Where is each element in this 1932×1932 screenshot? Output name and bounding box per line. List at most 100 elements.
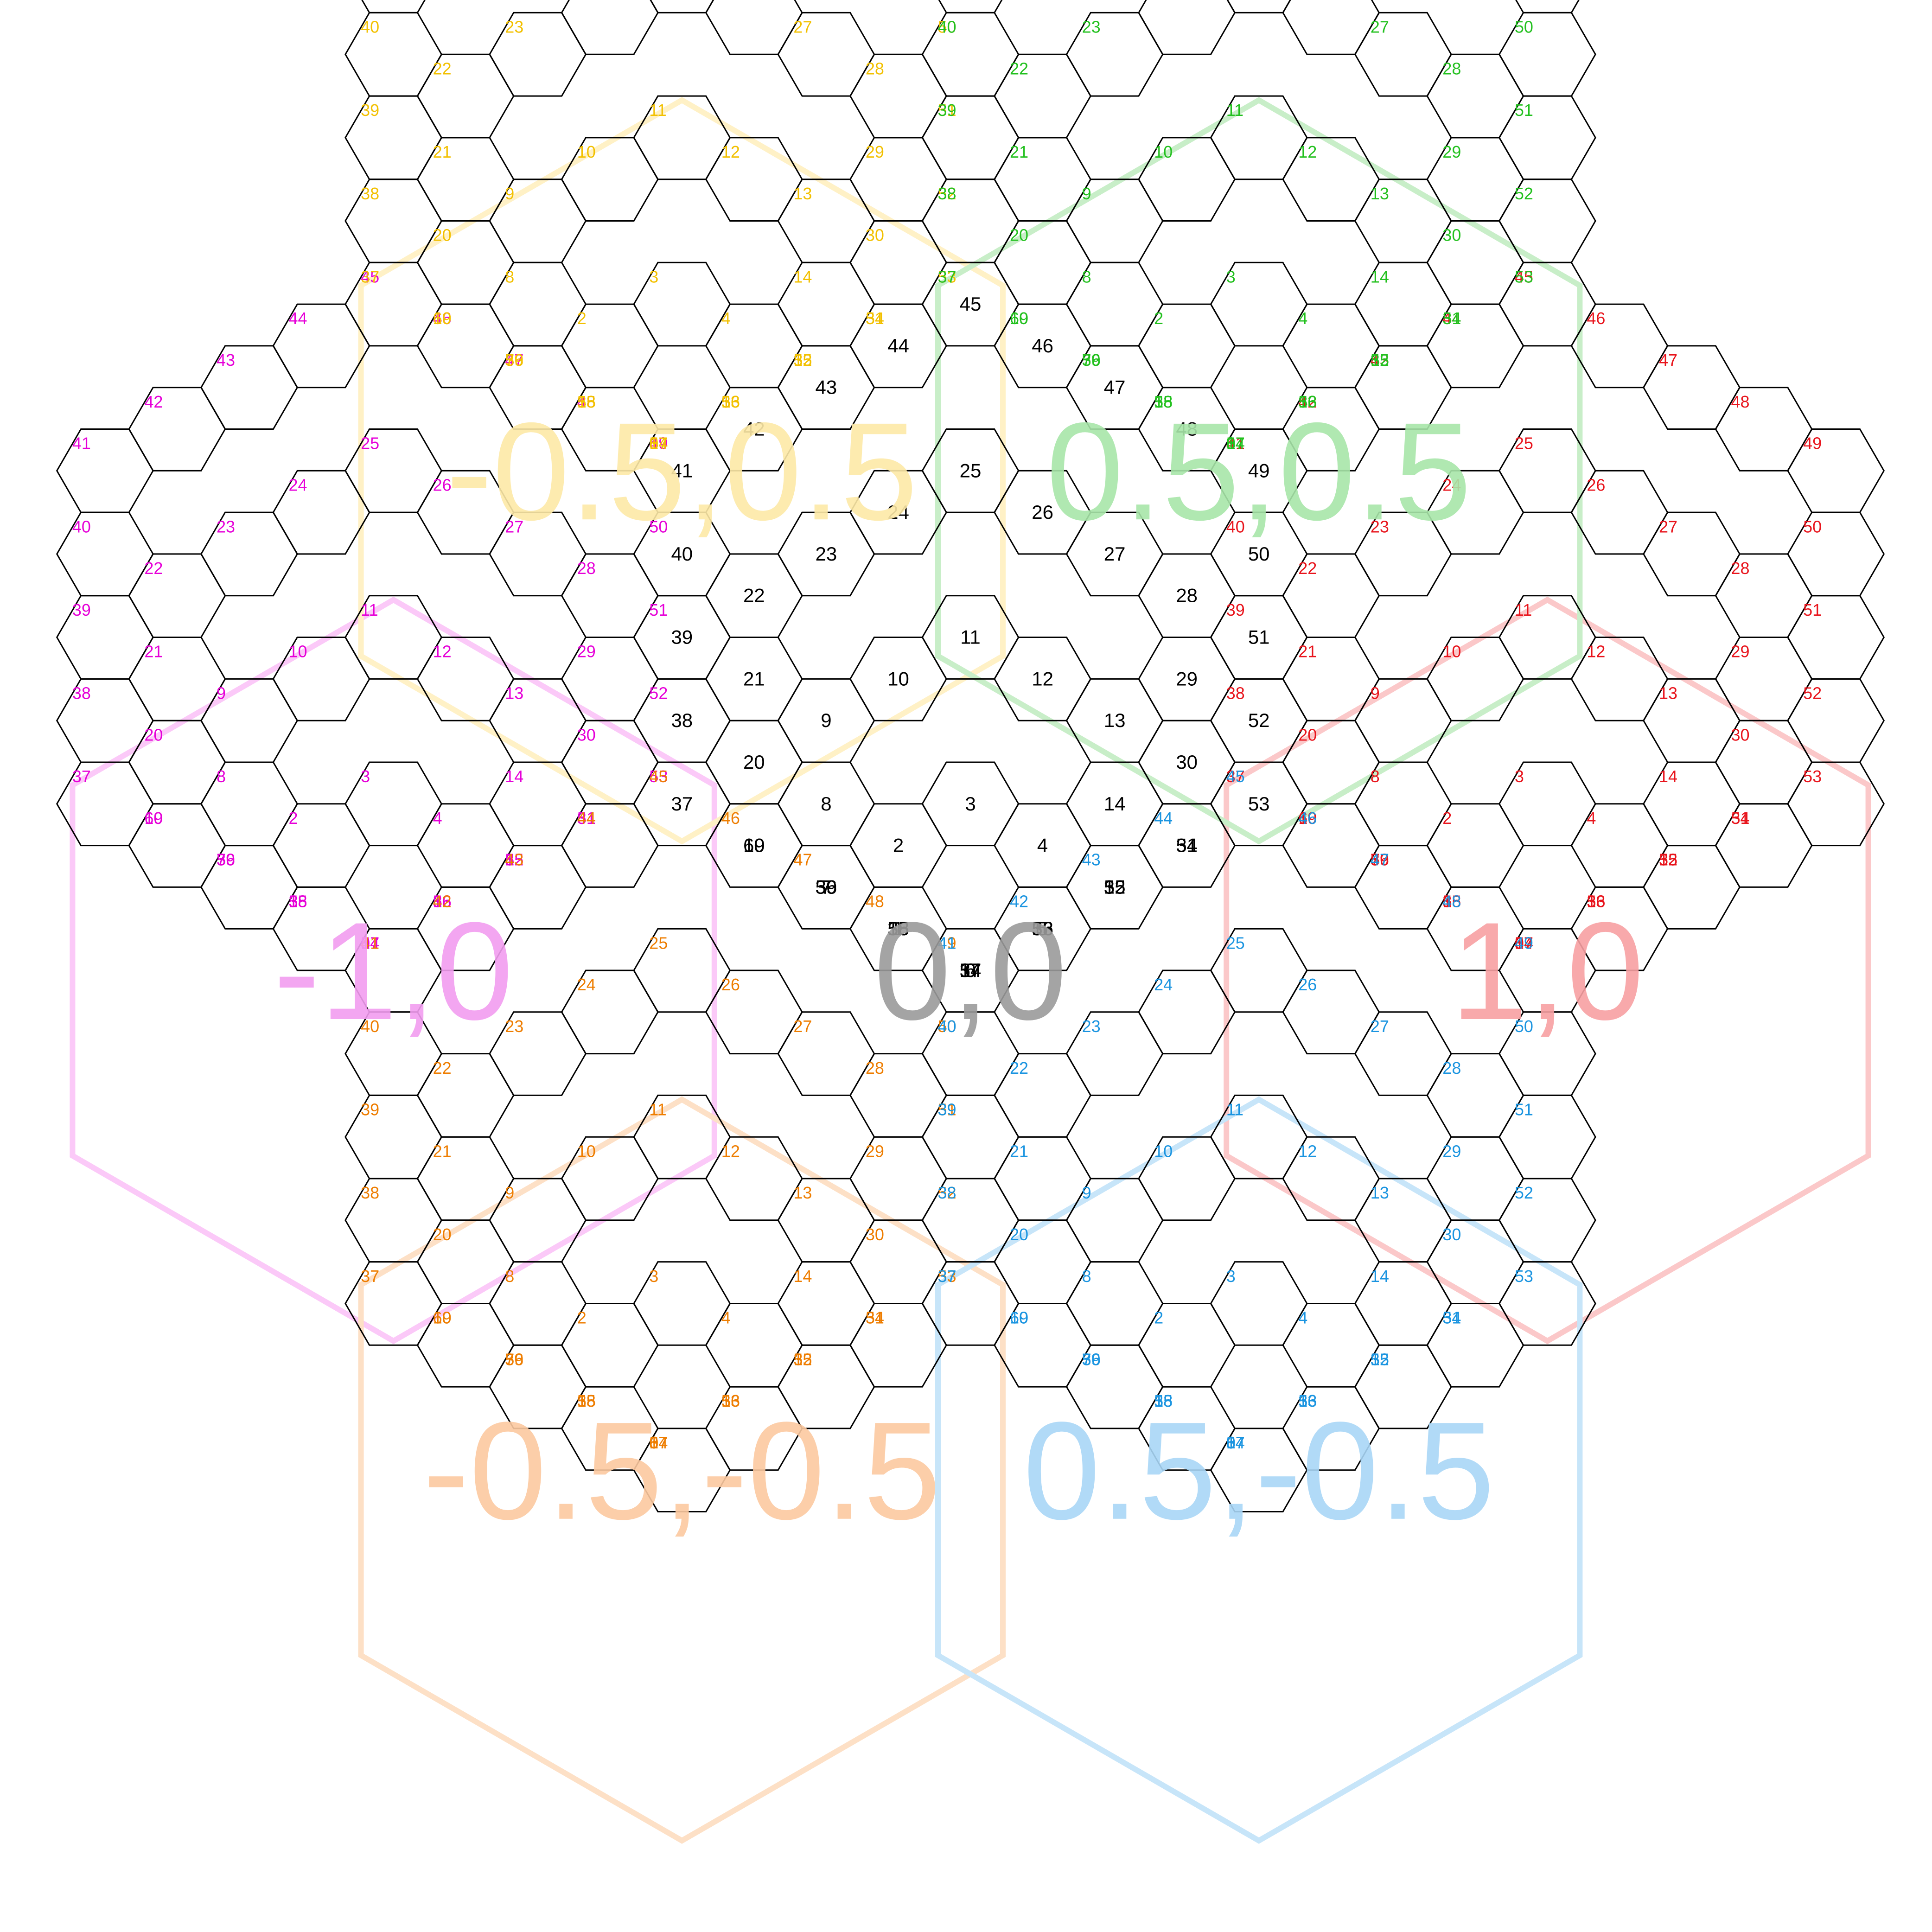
cell-index-label-upper_left: 52 <box>938 184 956 203</box>
hex-cell <box>994 220 1092 305</box>
hex-cell <box>1210 261 1308 347</box>
cell-index-label-lower_right: 13 <box>1371 1183 1389 1202</box>
cell-index-label-upper_right: 52 <box>1515 184 1533 203</box>
cell-index-label-lower_right: 45 <box>1226 767 1245 786</box>
cell-index-label-lower_left: 11 <box>649 1100 666 1119</box>
cell-index-label-center: 50 <box>1248 543 1270 565</box>
hex-cell <box>938 0 1003 13</box>
cell-index-label-upper_right: 1 <box>1154 392 1163 411</box>
hex-cell <box>344 1011 443 1096</box>
hex-cell <box>994 1053 1092 1138</box>
cell-index-label-lower_right: 37 <box>938 1267 956 1286</box>
cell-index-label-upper_left: 23 <box>505 18 523 37</box>
cell-index-label-left: 49 <box>649 434 668 453</box>
cell-index-label-lower_right: 51 <box>1515 1100 1533 1119</box>
cell-index-label-lower_right: 21 <box>1010 1141 1028 1160</box>
cell-index-label-upper_left: 19 <box>433 309 452 328</box>
cell-index-label-center: 21 <box>743 668 765 689</box>
region-outline-left <box>70 596 717 1345</box>
cell-index-label-right: 21 <box>1298 642 1317 661</box>
hex-cell <box>1065 179 1164 263</box>
cell-index-label-upper_right: 60 <box>1010 309 1028 328</box>
cell-index-label-left: 29 <box>577 642 596 661</box>
cell-index-label-left: 31 <box>577 809 596 828</box>
hex-cell <box>128 553 226 638</box>
cell-index-label-left: 45 <box>361 267 379 286</box>
cell-index-label-right: 12 <box>1587 642 1605 661</box>
cell-index-label-upper_left: 20 <box>433 226 452 245</box>
cell-index-label-lower_left: 39 <box>361 1100 379 1119</box>
hex-cell <box>1226 0 1291 13</box>
hex-cell <box>1065 12 1164 97</box>
hex-cell <box>561 803 659 888</box>
cell-index-label-upper_left: 14 <box>793 267 812 286</box>
cell-index-label-lower_left: 57 <box>649 1433 668 1452</box>
cell-index-label-right: 56 <box>1587 892 1605 911</box>
hex-cell <box>633 95 731 180</box>
cell-index-label-upper_left: 3 <box>649 267 658 286</box>
cell-index-label-lower_right: 14 <box>1371 1267 1389 1286</box>
cell-index-label-left: 54 <box>577 809 596 828</box>
hex-cell <box>1570 470 1669 555</box>
cell-index-label-lower_left: 3 <box>649 1267 658 1286</box>
hex-cell <box>994 53 1092 139</box>
hex-cell <box>1354 179 1452 263</box>
cell-index-label-upper_left: 36 <box>505 351 523 370</box>
cell-index-label-lower_right: 58 <box>1154 1391 1173 1410</box>
cell-index-label-lower_right: 54 <box>1442 1308 1461 1327</box>
hex-cell <box>561 303 659 389</box>
hex-cell <box>1715 803 1813 888</box>
region-outline-upper_right <box>935 97 1583 845</box>
hex-cell <box>1426 1219 1524 1304</box>
hex-cell <box>1787 761 1885 847</box>
region-outline-right <box>1224 596 1871 1345</box>
cell-index-label-right: 7 <box>1371 850 1380 869</box>
cell-index-label-center: 44 <box>887 335 909 357</box>
cell-index-label-lower_right: 39 <box>938 1100 956 1119</box>
hex-cell <box>272 470 370 555</box>
cell-index-label-upper_right: 0 <box>1226 434 1236 453</box>
cell-index-label-center: 41 <box>671 459 693 481</box>
cell-index-label-center: 40 <box>671 543 693 565</box>
cell-index-label-lower_left: 14 <box>793 1267 812 1286</box>
hex-cell <box>1065 1261 1164 1346</box>
cell-index-label-left: 44 <box>289 309 307 328</box>
cell-index-label-upper_right: 17 <box>1226 434 1245 453</box>
cell-index-label-lower_right: 15 <box>1371 1350 1389 1369</box>
cell-index-label-upper_left: 58 <box>577 392 596 411</box>
cell-index-label-upper_right: 36 <box>1082 351 1101 370</box>
hex-cell <box>1570 303 1669 389</box>
cell-index-label-upper_right: 56 <box>1298 392 1317 411</box>
cell-index-label-upper_right: 14 <box>1371 267 1389 286</box>
cell-index-label-lower_right: 16 <box>1298 1391 1317 1410</box>
cell-index-label-center: 5 <box>1037 918 1048 939</box>
cell-index-label-upper_right: 55 <box>1371 351 1389 370</box>
cell-index-label-left: 58 <box>289 892 307 911</box>
cell-index-label-upper_left: 6 <box>649 434 658 453</box>
cell-index-label-right: 44 <box>1442 309 1461 328</box>
cell-index-label-upper_right: 53 <box>1515 267 1533 286</box>
cell-index-label-lower_left: 26 <box>721 975 740 994</box>
cell-index-label-center: 28 <box>1176 585 1198 606</box>
hex-cell <box>200 678 298 763</box>
cell-index-label-upper_right: 19 <box>1010 309 1028 328</box>
hex-cell <box>416 303 515 389</box>
cell-index-label-right: 3 <box>1515 767 1524 786</box>
cell-index-label-left: 25 <box>361 434 379 453</box>
cell-index-label-lower_right: 40 <box>938 1017 956 1036</box>
hex-cell <box>994 1303 1092 1388</box>
cell-index-label-upper_left: 37 <box>361 267 379 286</box>
cell-index-label-lower_right: 9 <box>1082 1183 1091 1202</box>
region-outline-upper_left <box>358 97 1006 845</box>
cell-index-label-upper_left: 9 <box>505 184 514 203</box>
cell-index-label-lower_left: 8 <box>505 1267 514 1286</box>
cell-index-label-upper_left: 16 <box>721 392 740 411</box>
hex-cell <box>1065 261 1164 347</box>
cell-index-label-left: 41 <box>72 434 91 453</box>
cell-index-label-lower_right: 23 <box>1082 1017 1101 1036</box>
cell-index-label-upper_left: 38 <box>361 184 379 203</box>
cell-index-label-upper_left: 50 <box>938 18 956 37</box>
region-label-lower_left: -0.5,-0.5 <box>423 1393 941 1549</box>
cell-index-label-right: 40 <box>1226 517 1245 536</box>
cell-index-label-lower_right: 3 <box>1226 1267 1236 1286</box>
